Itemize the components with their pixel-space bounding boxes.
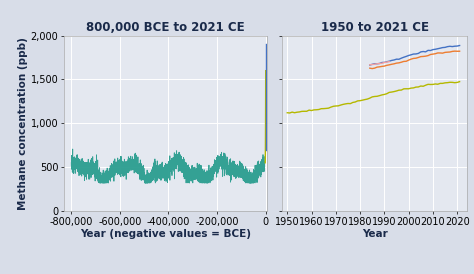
Y-axis label: Methane concentration (ppb): Methane concentration (ppb) — [18, 37, 28, 210]
X-axis label: Year (negative values = BCE): Year (negative values = BCE) — [80, 229, 251, 239]
Title: 800,000 BCE to 2021 CE: 800,000 BCE to 2021 CE — [86, 21, 245, 35]
Title: 1950 to 2021 CE: 1950 to 2021 CE — [320, 21, 428, 35]
X-axis label: Year: Year — [362, 229, 388, 239]
